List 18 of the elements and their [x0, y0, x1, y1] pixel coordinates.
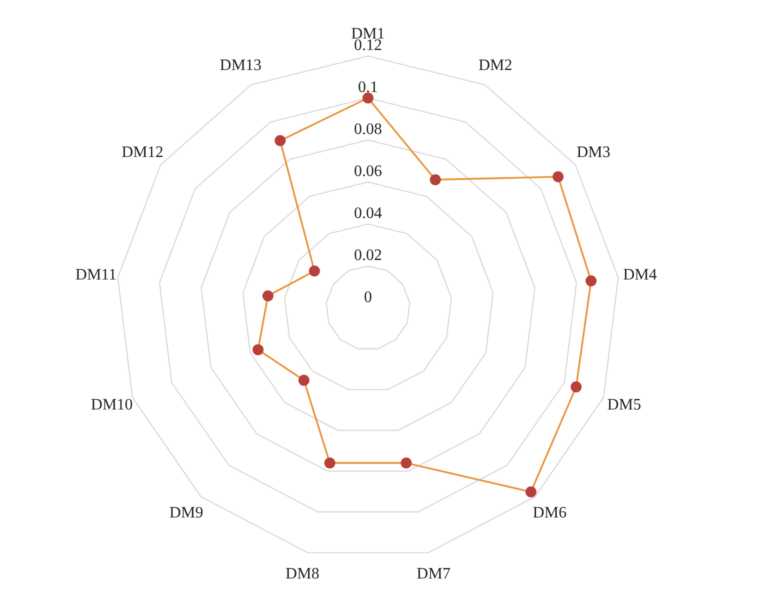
spoke-label: DM7	[416, 566, 450, 583]
spoke-label: DM12	[122, 144, 164, 161]
spoke-label: DM6	[532, 504, 567, 522]
spoke-label: DM5	[607, 396, 642, 414]
spoke-label: DM4	[623, 266, 657, 284]
y-tick-label: 0.1	[358, 79, 378, 96]
spoke-label: DM8	[286, 566, 320, 583]
y-tick-label: 0.02	[354, 247, 382, 264]
spoke-label: DM13	[220, 56, 262, 74]
y-tick-label: 0	[364, 289, 372, 306]
spoke-label: DM3	[576, 144, 610, 161]
spoke-label: DM2	[478, 56, 512, 74]
spoke-label: DM11	[75, 266, 117, 284]
y-tick-label: 0.04	[354, 205, 382, 222]
spoke-label: DM9	[169, 504, 204, 522]
spoke-label: DM10	[90, 396, 133, 414]
y-tick-label: 0.08	[354, 121, 382, 138]
y-tick-label: 0.06	[354, 163, 382, 180]
